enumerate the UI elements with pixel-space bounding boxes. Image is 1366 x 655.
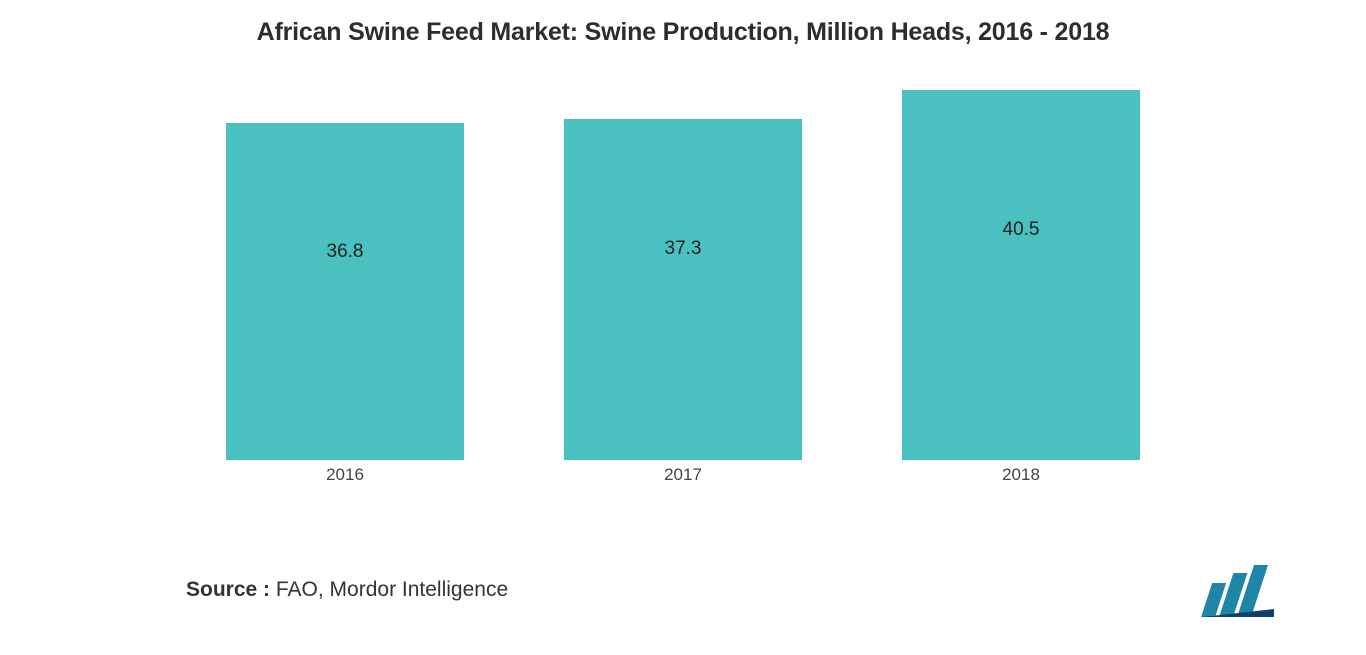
mordor-intelligence-logo-icon — [1200, 565, 1274, 617]
bars-row: 36.8 37.3 40.5 — [0, 85, 1366, 460]
x-axis-category-label: 2017 — [564, 465, 802, 485]
bar: 40.5 — [902, 90, 1140, 460]
chart-title: African Swine Feed Market: Swine Product… — [0, 0, 1366, 47]
source-attribution: Source : FAO, Mordor Intelligence — [186, 578, 508, 602]
bar-value-label: 37.3 — [665, 238, 702, 260]
x-axis-category-label: 2016 — [226, 465, 464, 485]
bar-column: 36.8 — [226, 85, 464, 460]
x-axis-category-label: 2018 — [902, 465, 1140, 485]
bar-value-label: 36.8 — [327, 241, 364, 263]
bar-chart-container: African Swine Feed Market: Swine Product… — [0, 0, 1366, 655]
bar-column: 37.3 — [564, 85, 802, 460]
source-label: Source : — [186, 578, 270, 601]
x-axis-labels: 2016 2017 2018 — [0, 465, 1366, 485]
source-text: FAO, Mordor Intelligence — [270, 578, 508, 601]
bar-value-label: 40.5 — [1003, 219, 1040, 241]
bar: 36.8 — [226, 123, 464, 460]
plot-area: 36.8 37.3 40.5 — [0, 85, 1366, 460]
bar: 37.3 — [564, 119, 802, 460]
bar-column: 40.5 — [902, 85, 1140, 460]
